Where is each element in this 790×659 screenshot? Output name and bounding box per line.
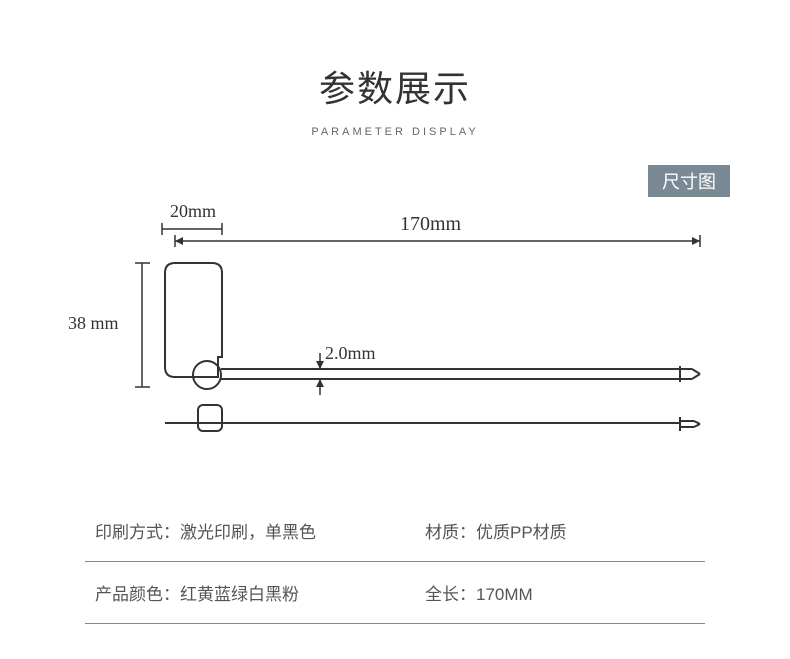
- size-badge: 尺寸图: [648, 165, 730, 197]
- spec-row: 产品颜色：红黄蓝绿白黑粉 全长：170MM: [85, 562, 705, 624]
- dim-thickness: 2.0mm: [325, 343, 376, 364]
- spec-cell: 材质：优质PP材质: [425, 518, 695, 543]
- dim-tag-height: 38 mm: [68, 313, 119, 334]
- spec-label: 印刷方式：: [95, 523, 180, 542]
- title-block: 参数展示 PARAMETER DISPLAY: [0, 0, 790, 138]
- dim-total-length: 170mm: [400, 213, 461, 236]
- spec-cell: 印刷方式：激光印刷，单黑色: [95, 518, 425, 543]
- spec-value: 170MM: [476, 585, 533, 604]
- spec-table: 印刷方式：激光印刷，单黑色 材质：优质PP材质 产品颜色：红黄蓝绿白黑粉 全长：…: [85, 500, 705, 624]
- spec-value: 红黄蓝绿白黑粉: [180, 585, 299, 604]
- spec-cell: 全长：170MM: [425, 580, 695, 605]
- spec-row: 印刷方式：激光印刷，单黑色 材质：优质PP材质: [85, 500, 705, 562]
- diagram-area: 尺寸图 20mm 170mm 38 mm 2.0mm: [80, 165, 710, 455]
- page-subtitle: PARAMETER DISPLAY: [0, 126, 790, 138]
- spec-cell: 产品颜色：红黄蓝绿白黑粉: [95, 580, 425, 605]
- page-title: 参数展示: [0, 60, 790, 112]
- spec-label: 全长：: [425, 585, 476, 604]
- spec-label: 材质：: [425, 523, 476, 542]
- dim-tag-width: 20mm: [170, 201, 216, 222]
- spec-value: 激光印刷，单黑色: [180, 523, 316, 542]
- spec-value: 优质PP材质: [476, 523, 567, 542]
- spec-label: 产品颜色：: [95, 585, 180, 604]
